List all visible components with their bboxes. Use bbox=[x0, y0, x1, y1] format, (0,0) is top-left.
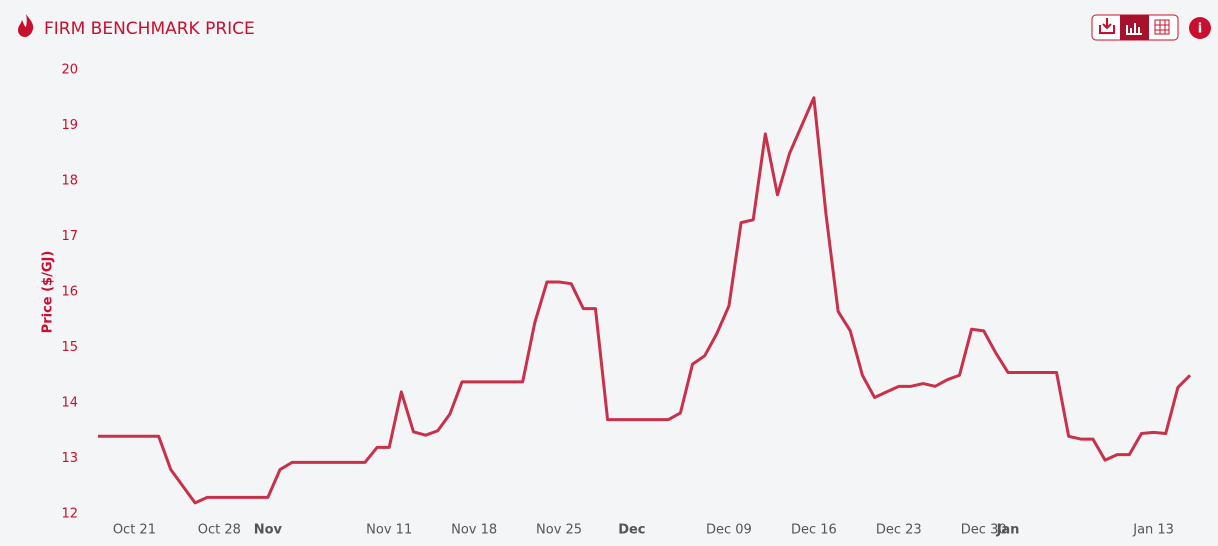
x-tick-label: Jan 13 bbox=[1132, 523, 1174, 538]
y-tick-label: 13 bbox=[61, 451, 78, 466]
x-tick-label: Nov 11 bbox=[366, 523, 412, 538]
y-tick-label: 16 bbox=[61, 285, 78, 300]
x-tick-label: Nov bbox=[254, 523, 283, 538]
x-tick-label: Oct 21 bbox=[113, 523, 156, 538]
y-tick-label: 18 bbox=[61, 174, 78, 189]
chart-icon bbox=[1126, 23, 1142, 35]
x-tick-label: Nov 18 bbox=[451, 523, 497, 538]
info-icon: i bbox=[1198, 22, 1202, 37]
x-tick-label: Dec 30 bbox=[961, 523, 1007, 538]
x-tick-label: Dec 09 bbox=[706, 523, 752, 538]
price-line bbox=[98, 96, 1192, 505]
y-tick-label: 15 bbox=[61, 340, 78, 355]
x-tick-label: Oct 28 bbox=[198, 523, 241, 538]
download-button[interactable] bbox=[1099, 18, 1115, 34]
x-tick-label: Dec 16 bbox=[791, 523, 837, 538]
y-tick-label: 12 bbox=[61, 507, 78, 522]
toolbar bbox=[1091, 14, 1179, 41]
x-tick-label: Nov 25 bbox=[536, 523, 582, 538]
chart-title: FIRM BENCHMARK PRICE bbox=[44, 19, 255, 39]
y-tick-label: 20 bbox=[61, 63, 78, 78]
y-tick-label: 14 bbox=[61, 396, 78, 411]
y-tick-label: 19 bbox=[61, 118, 78, 133]
flame-icon bbox=[18, 14, 34, 37]
x-tick-label: Dec 23 bbox=[876, 523, 922, 538]
info-button[interactable] bbox=[1189, 17, 1211, 39]
y-axis-label: Price ($/GJ) bbox=[41, 251, 56, 334]
y-tick-label: 17 bbox=[61, 229, 78, 244]
x-tick-label: Jan bbox=[996, 523, 1020, 538]
table-button[interactable] bbox=[1154, 19, 1170, 35]
x-tick-label: Dec bbox=[618, 523, 645, 538]
